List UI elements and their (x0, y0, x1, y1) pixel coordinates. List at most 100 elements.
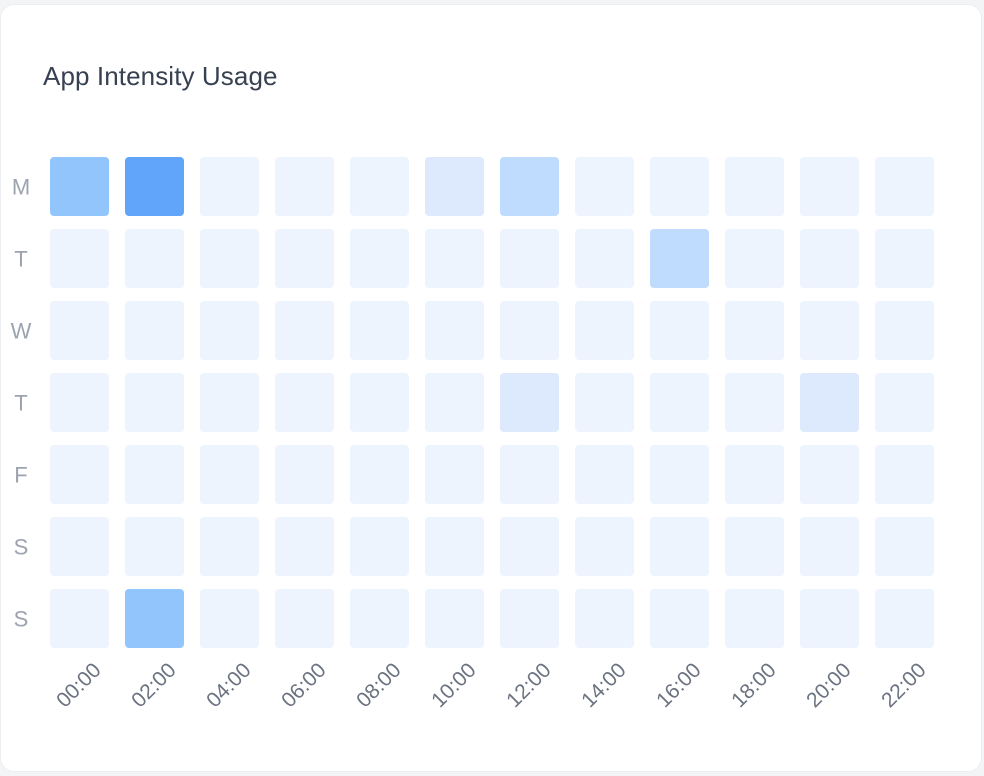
heatmap-cell[interactable] (125, 589, 184, 648)
heatmap-cell[interactable] (650, 229, 709, 288)
heatmap-cell[interactable] (50, 373, 109, 432)
heatmap-cell[interactable] (725, 157, 784, 216)
heatmap-cell[interactable] (275, 445, 334, 504)
heatmap-cell[interactable] (575, 301, 634, 360)
heatmap-cell[interactable] (200, 517, 259, 576)
row-label: F (14, 463, 27, 488)
heatmap-cell[interactable] (800, 589, 859, 648)
heatmap-cell[interactable] (50, 157, 109, 216)
heatmap-cell[interactable] (500, 229, 559, 288)
heatmap-cell[interactable] (500, 301, 559, 360)
heatmap-cell[interactable] (275, 589, 334, 648)
heatmap-cell[interactable] (575, 229, 634, 288)
heatmap-cell[interactable] (275, 373, 334, 432)
x-tick-label: 22:00 (877, 659, 930, 712)
heatmap-cell[interactable] (425, 445, 484, 504)
heatmap-cell[interactable] (350, 373, 409, 432)
heatmap-cell[interactable] (875, 229, 934, 288)
heatmap-cell[interactable] (725, 517, 784, 576)
heatmap-cell[interactable] (350, 229, 409, 288)
heatmap-cell[interactable] (800, 229, 859, 288)
heatmap-cell[interactable] (725, 229, 784, 288)
heatmap-cell[interactable] (425, 301, 484, 360)
heatmap-cell[interactable] (725, 589, 784, 648)
heatmap-cell[interactable] (575, 589, 634, 648)
heatmap-cell[interactable] (650, 373, 709, 432)
heatmap-cell[interactable] (125, 301, 184, 360)
x-tick-label: 02:00 (127, 659, 180, 712)
heatmap-cell[interactable] (575, 445, 634, 504)
heatmap-cell[interactable] (875, 157, 934, 216)
heatmap-cell[interactable] (50, 445, 109, 504)
heatmap-cell[interactable] (200, 157, 259, 216)
heatmap-cell[interactable] (200, 445, 259, 504)
heatmap-cell[interactable] (200, 373, 259, 432)
heatmap-cell[interactable] (875, 373, 934, 432)
heatmap-cell[interactable] (50, 301, 109, 360)
heatmap-cell[interactable] (500, 589, 559, 648)
heatmap-cell[interactable] (650, 517, 709, 576)
x-tick-label: 12:00 (502, 659, 555, 712)
heatmap-cell[interactable] (875, 517, 934, 576)
row-label: T (14, 391, 27, 416)
heatmap-cell[interactable] (425, 157, 484, 216)
heatmap-cell[interactable] (125, 157, 184, 216)
heatmap-cell[interactable] (275, 157, 334, 216)
heatmap-cell[interactable] (500, 445, 559, 504)
heatmap-cell[interactable] (350, 301, 409, 360)
row-label: S (14, 535, 29, 560)
x-tick-label: 16:00 (652, 659, 705, 712)
heatmap-cell[interactable] (500, 157, 559, 216)
heatmap-cell[interactable] (200, 301, 259, 360)
heatmap-cell[interactable] (350, 589, 409, 648)
heatmap-cell[interactable] (350, 157, 409, 216)
heatmap-cell[interactable] (275, 229, 334, 288)
heatmap-cell[interactable] (650, 301, 709, 360)
heatmap-cell[interactable] (575, 517, 634, 576)
x-tick-label: 14:00 (577, 659, 630, 712)
heatmap-cell[interactable] (725, 301, 784, 360)
heatmap-cell[interactable] (500, 373, 559, 432)
heatmap-cell[interactable] (650, 445, 709, 504)
heatmap-cell[interactable] (875, 589, 934, 648)
heatmap-cell[interactable] (50, 589, 109, 648)
heatmap-cell[interactable] (800, 517, 859, 576)
x-tick-label: 04:00 (202, 659, 255, 712)
heatmap-cell[interactable] (500, 517, 559, 576)
heatmap-cell[interactable] (800, 445, 859, 504)
heatmap-cell[interactable] (875, 445, 934, 504)
heatmap-cell[interactable] (875, 301, 934, 360)
heatmap-cell[interactable] (125, 229, 184, 288)
heatmap-cell[interactable] (125, 517, 184, 576)
heatmap-cell[interactable] (125, 373, 184, 432)
heatmap-cell[interactable] (200, 589, 259, 648)
x-tick-label: 08:00 (352, 659, 405, 712)
heatmap-cell[interactable] (800, 157, 859, 216)
heatmap-cell[interactable] (275, 301, 334, 360)
heatmap-cell[interactable] (650, 157, 709, 216)
heatmap-cell[interactable] (425, 229, 484, 288)
heatmap-cell[interactable] (725, 445, 784, 504)
heatmap-cell[interactable] (800, 301, 859, 360)
heatmap-cell[interactable] (350, 445, 409, 504)
heatmap-cell[interactable] (425, 589, 484, 648)
heatmap-cell[interactable] (725, 373, 784, 432)
heatmap-cell[interactable] (575, 157, 634, 216)
heatmap-cell[interactable] (275, 517, 334, 576)
column-labels: 00:00 02:00 04:00 06:00 08:00 10:00 12:00 14:00… (52, 659, 930, 712)
heatmap-cell[interactable] (200, 229, 259, 288)
heatmap-cell[interactable] (350, 517, 409, 576)
heatmap-cell[interactable] (125, 445, 184, 504)
heatmap-cell[interactable] (800, 373, 859, 432)
heatmap-cell[interactable] (50, 229, 109, 288)
row-label: S (14, 607, 29, 632)
heatmap-cell[interactable] (50, 517, 109, 576)
heatmap-cell[interactable] (425, 517, 484, 576)
row-label: W (11, 319, 32, 344)
heatmap-cell[interactable] (650, 589, 709, 648)
x-tick-label: 06:00 (277, 659, 330, 712)
heatmap-cell[interactable] (575, 373, 634, 432)
x-tick-label: 18:00 (727, 659, 780, 712)
heatmap-cell[interactable] (425, 373, 484, 432)
